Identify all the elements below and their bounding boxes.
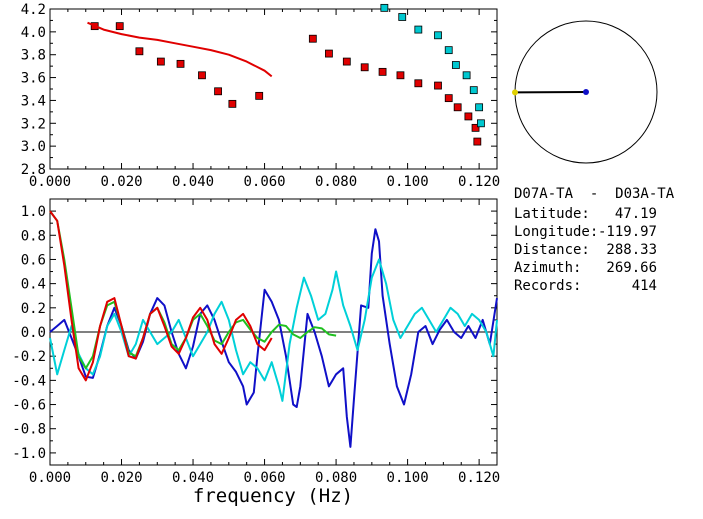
dispersion-y-tick-label: 4.2 <box>21 2 46 18</box>
correlation-x-tick-label: 0.040 <box>172 470 214 486</box>
distance-value: 288.33 <box>606 242 657 258</box>
frequency-axis-title: frequency (Hz) <box>193 485 353 507</box>
longitude-value: -119.97 <box>598 224 657 240</box>
dispersion-marker <box>176 59 185 68</box>
dispersion-marker <box>396 71 405 80</box>
dispersion-ticks: 0.000 0.020 0.040 0.060 0.080 0.100 0.120 2.8 3.… <box>21 2 500 190</box>
dispersion-marker <box>434 81 442 90</box>
dispersion-x-tick-label: 0.020 <box>100 174 142 190</box>
dispersion-marker <box>115 22 124 31</box>
dispersion-y-tick-label: 3.2 <box>21 116 46 132</box>
correlation-ticks: 0.000 0.020 0.040 0.060 0.080 0.100 0.120 -1.0 -… <box>12 198 500 486</box>
dispersion-marker <box>477 119 485 128</box>
dispersion-marker <box>325 49 333 58</box>
dispersion-marker <box>228 99 237 108</box>
dispersion-marker <box>469 86 478 95</box>
correlation-x-tick-label: 0.060 <box>243 470 285 486</box>
records-value: 414 <box>632 278 657 294</box>
dispersion-marker <box>451 61 460 69</box>
dispersion-marker <box>414 25 423 34</box>
azimuth-value: 269.66 <box>606 260 657 276</box>
dispersion-y-tick-label: 3.6 <box>21 71 46 87</box>
dispersion-marker <box>471 123 480 132</box>
dispersion-series <box>87 3 485 146</box>
correlation-series-line-3 <box>49 210 273 382</box>
dispersion-x-tick-label: 0.040 <box>172 174 214 190</box>
dispersion-y-tick-label: 2.8 <box>21 162 46 178</box>
correlation-y-tick-label: 1.0 <box>21 204 46 220</box>
dispersion-marker <box>434 31 442 40</box>
dispersion-x-tick-label: 0.120 <box>458 174 500 190</box>
dispersion-marker <box>475 103 484 112</box>
dispersion-y-tick-label: 4.0 <box>21 25 46 41</box>
correlation-y-tick-label: 0.2 <box>21 301 46 317</box>
correlation-x-tick-label: 0.000 <box>29 470 71 486</box>
dispersion-marker <box>414 79 423 88</box>
dispersion-marker <box>156 57 165 66</box>
dispersion-marker <box>378 67 387 76</box>
azimuth-end-marker <box>512 89 518 96</box>
dispersion-y-tick-label: 3.0 <box>21 139 46 155</box>
azimuth-center-marker <box>583 89 589 95</box>
dispersion-y-tick-label: 3.4 <box>21 93 46 109</box>
correlation-y-tick-label: -1.0 <box>12 446 46 462</box>
dispersion-x-tick-label: 0.060 <box>243 174 285 190</box>
correlation-y-tick-label: 0.0 <box>21 325 46 341</box>
dispersion-marker <box>464 112 473 121</box>
correlation-panel: 0.000 0.020 0.040 0.060 0.080 0.100 0.120 -1.0 -… <box>12 198 500 507</box>
dispersion-series-line-2 <box>87 21 273 78</box>
dispersion-x-tick-label: 0.100 <box>387 174 429 190</box>
dispersion-marker <box>360 63 369 72</box>
correlation-x-tick-label: 0.120 <box>458 470 500 486</box>
correlation-y-tick-label: 0.6 <box>21 252 46 268</box>
dispersion-marker <box>462 71 471 80</box>
station-info-panel: D07A-TA - D03A-TA Latitude: 47.19 Longit… <box>514 186 675 294</box>
latitude-label: Latitude: <box>514 206 590 222</box>
correlation-y-tick-label: 0.4 <box>21 277 46 293</box>
dispersion-marker <box>214 87 222 96</box>
dispersion-marker <box>342 57 351 66</box>
longitude-label: Longitude: <box>514 224 598 240</box>
correlation-series <box>49 210 498 448</box>
correlation-y-tick-label: -0.2 <box>12 349 46 365</box>
dispersion-x-tick-label: 0.080 <box>315 174 357 190</box>
dispersion-panel: 0.000 0.020 0.040 0.060 0.080 0.100 0.120 2.8 3.… <box>21 2 500 190</box>
azimuth-label: Azimuth: <box>514 260 581 276</box>
correlation-series-line-0 <box>49 228 498 448</box>
dispersion-marker <box>255 91 264 100</box>
dispersion-marker <box>135 47 144 56</box>
dispersion-y-tick-label: 3.8 <box>21 48 46 64</box>
dispersion-marker <box>198 71 206 80</box>
correlation-y-tick-label: -0.8 <box>12 422 46 438</box>
azimuth-dial <box>512 20 658 164</box>
dispersion-marker <box>453 103 462 112</box>
dispersion-marker <box>444 94 453 103</box>
dispersion-marker <box>473 137 482 146</box>
correlation-x-tick-label: 0.100 <box>387 470 429 486</box>
correlation-y-tick-label: 0.8 <box>21 228 46 244</box>
records-label: Records: <box>514 278 581 294</box>
dispersion-marker <box>308 34 317 43</box>
dispersion-marker <box>444 46 453 55</box>
correlation-x-tick-label: 0.020 <box>100 470 142 486</box>
distance-label: Distance: <box>514 242 590 258</box>
dispersion-x-tick-label: 0.000 <box>29 174 71 190</box>
correlation-y-tick-label: -0.4 <box>12 373 46 389</box>
dispersion-marker <box>398 13 407 21</box>
latitude-value: 47.19 <box>615 206 657 222</box>
correlation-x-tick-label: 0.080 <box>315 470 357 486</box>
correlation-y-tick-label: -0.6 <box>12 398 46 414</box>
station-pair-title: D07A-TA - D03A-TA <box>514 186 675 202</box>
dispersion-marker <box>380 3 389 12</box>
